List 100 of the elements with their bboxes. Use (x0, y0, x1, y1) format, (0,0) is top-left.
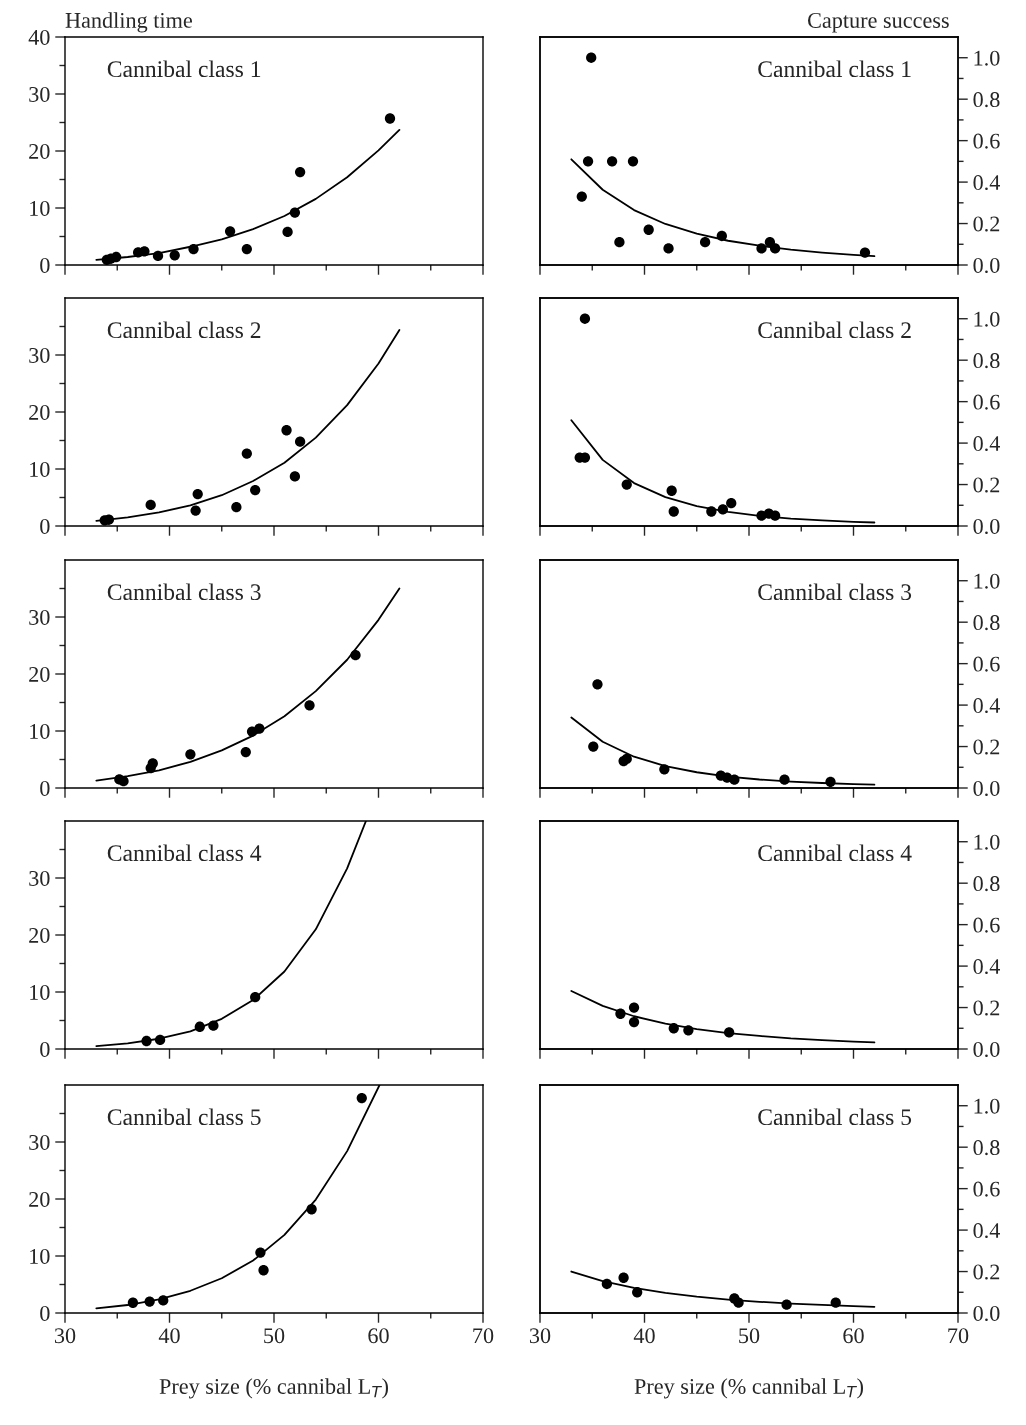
y-tick-label: 30 (29, 609, 50, 625)
y2-tick-label: 0.4 (973, 1223, 1001, 1239)
y2-tick-label: 0.0 (973, 257, 1000, 274)
y-tick-label: 0 (40, 257, 50, 273)
point (588, 741, 599, 752)
point (281, 425, 292, 436)
x-tick-label: 60 (368, 1328, 389, 1344)
y2-tick-label: 0.8 (973, 1140, 1000, 1156)
point (356, 1092, 367, 1104)
y2-tick-label: 0.8 (973, 92, 1000, 108)
point (231, 502, 242, 513)
point (668, 506, 679, 517)
line-series (95, 129, 401, 261)
point (576, 191, 587, 202)
point (621, 479, 632, 490)
line-series (570, 1270, 876, 1308)
point (147, 758, 158, 769)
y2-tick-label: 0.8 (973, 615, 1000, 631)
line-series (570, 990, 876, 1044)
point (606, 156, 618, 167)
y2-tick-label: 0.6 (973, 394, 1000, 410)
y2-tick-label: 0.4 (973, 175, 1001, 191)
text: Cannibal class 3 (107, 583, 261, 601)
text: Cannibal class 5 (107, 1108, 261, 1126)
x-tick-label: 70 (948, 1328, 969, 1344)
point (185, 749, 196, 760)
y-tick-label: 10 (30, 984, 50, 1000)
y-axis-title: Handling time (65, 12, 192, 33)
point (289, 471, 301, 482)
x-tick-label: 40 (158, 1328, 180, 1344)
y2-tick-label: 0.6 (973, 656, 1000, 672)
point (241, 243, 252, 255)
x-tick-label: 50 (739, 1328, 760, 1344)
point (666, 485, 677, 496)
x-tick-label: 60 (843, 1328, 864, 1344)
point (699, 237, 711, 248)
y2-tick-label: 0.0 (973, 518, 1000, 535)
y-tick-label: 10 (30, 461, 50, 477)
x-tick-label: 30 (54, 1328, 76, 1344)
point (618, 1272, 629, 1283)
point (627, 156, 639, 167)
y-tick-label: 20 (29, 666, 50, 682)
y-tick-label: 10 (30, 200, 50, 216)
y-tick-label: 10 (30, 723, 50, 739)
text: Cannibal class 2 (758, 321, 911, 339)
y2-tick-label: 0.4 (973, 959, 1001, 975)
y2-tick-label: 0.6 (973, 133, 1000, 149)
text: Cannibal class 1 (107, 60, 261, 78)
text: Cannibal class 3 (758, 583, 912, 601)
y-tick-label: 30 (29, 1134, 50, 1150)
y-tick-label: 30 (29, 347, 50, 363)
y-tick-label: 20 (29, 927, 50, 943)
y2-tick-label: 0.2 (973, 216, 1000, 232)
line-series (570, 419, 876, 524)
point (384, 113, 396, 124)
y2-tick-label: 0.6 (973, 917, 1000, 933)
y-tick-label: 30 (29, 86, 50, 102)
y-tick-label: 0 (40, 518, 50, 534)
point (586, 52, 597, 63)
y2-tick-label: 0.4 (973, 436, 1001, 452)
y-tick-label: 20 (29, 404, 50, 420)
point (726, 498, 737, 509)
y2-tick-label: 0.2 (973, 1264, 1000, 1280)
y2-tick-label: 0.2 (973, 1000, 1000, 1016)
point (282, 226, 293, 238)
x-tick-label: 30 (529, 1328, 551, 1344)
x-tick-label: 40 (633, 1328, 655, 1344)
text: Cannibal class 5 (758, 1108, 912, 1126)
x-axis-title: Prey size (% cannibal L$_{T}$) (159, 1378, 389, 1399)
x-axis-title: Prey size (% cannibal L$_{T}$) (634, 1378, 864, 1399)
point (579, 313, 591, 324)
point (250, 484, 261, 496)
point (628, 1016, 640, 1028)
y2-tick-label: 1.0 (974, 311, 1000, 327)
y-tick-label: 40 (28, 29, 50, 45)
point (258, 1265, 269, 1276)
y2-tick-label: 1.0 (974, 834, 1000, 850)
y2-tick-label: 1.0 (974, 1098, 1000, 1114)
y-tick-label: 30 (29, 870, 50, 886)
y-tick-label: 20 (29, 143, 50, 159)
point (240, 746, 251, 758)
point (224, 226, 236, 237)
y-tick-label: 0 (40, 780, 50, 796)
point (628, 1002, 640, 1013)
point (190, 505, 201, 516)
y2-tick-label: 0.4 (973, 698, 1001, 714)
point (294, 436, 306, 447)
text: Cannibal class 4 (758, 844, 912, 862)
y2-tick-label: 0.6 (973, 1181, 1000, 1197)
point (192, 488, 203, 500)
point (663, 243, 674, 254)
point (294, 166, 306, 178)
y-tick-label: 10 (30, 1248, 50, 1264)
y2-tick-label: 0.8 (973, 353, 1000, 369)
y2-axis-title: Capture success (808, 12, 949, 33)
text: Cannibal class 2 (107, 321, 261, 339)
point (582, 156, 594, 167)
y2-tick-label: 0.8 (973, 876, 1000, 892)
y-tick-label: 20 (29, 1191, 50, 1207)
y2-tick-label: 1.0 (974, 50, 1000, 66)
